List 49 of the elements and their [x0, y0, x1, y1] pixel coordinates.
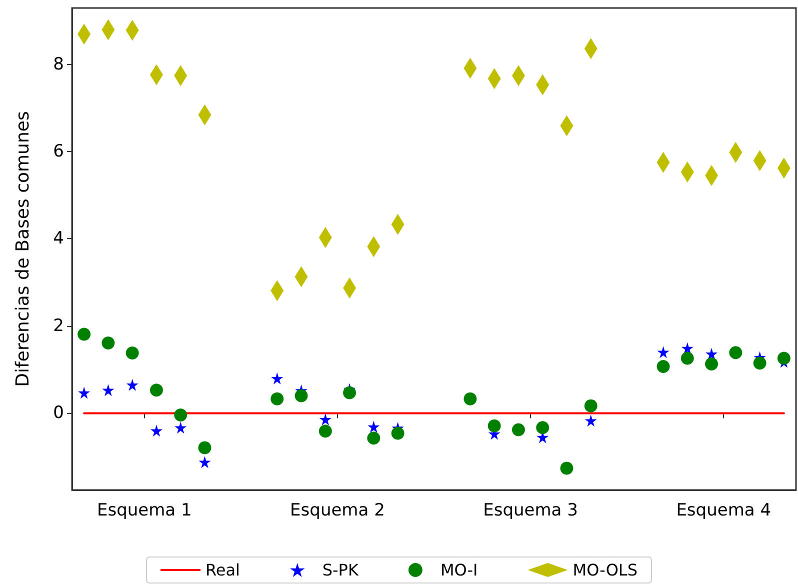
point: [705, 357, 718, 370]
point: [198, 456, 211, 468]
point: [656, 360, 670, 374]
point: [174, 408, 188, 422]
point: [174, 422, 187, 434]
point: [584, 414, 597, 427]
point: [78, 328, 91, 341]
y-tick-label: 4: [53, 228, 64, 249]
legend-label: MO-OLS: [572, 560, 638, 580]
y-tick-label: 0: [53, 403, 64, 424]
point: [512, 423, 525, 436]
legend-label: Real: [205, 560, 240, 580]
point: [78, 386, 90, 399]
point: [294, 389, 308, 402]
point: [729, 346, 742, 360]
point: [464, 392, 477, 406]
point: [319, 413, 332, 426]
point: [271, 372, 284, 384]
point: [318, 424, 332, 438]
point: [657, 346, 670, 358]
point: [126, 346, 139, 360]
point: [270, 392, 284, 406]
point: [680, 352, 694, 365]
point: [584, 399, 598, 412]
text: Esquema 2: [290, 500, 385, 520]
legend-label: MO-I: [440, 560, 478, 580]
point: [368, 420, 380, 433]
y-axis-title: Diferencias de Bases comunes: [12, 111, 34, 387]
legend-label: S-PK: [322, 560, 359, 580]
point: [102, 336, 115, 350]
point: [126, 378, 138, 391]
text: Esquema 1: [96, 500, 192, 520]
point: [391, 426, 404, 440]
point: [777, 352, 790, 365]
y-tick-label: 2: [53, 316, 64, 336]
point: [536, 421, 550, 434]
point: [753, 356, 766, 370]
point: [560, 462, 574, 475]
point: [488, 419, 501, 432]
point: [102, 384, 114, 396]
point: [198, 441, 212, 454]
text: Esquema 3: [483, 500, 578, 520]
point: [367, 432, 380, 445]
point: [150, 424, 162, 437]
y-tick-label: 6: [53, 142, 64, 162]
point: [150, 384, 163, 397]
point: [343, 386, 356, 400]
y-tick-label: 8: [53, 54, 64, 74]
text: Esquema 4: [676, 500, 772, 520]
